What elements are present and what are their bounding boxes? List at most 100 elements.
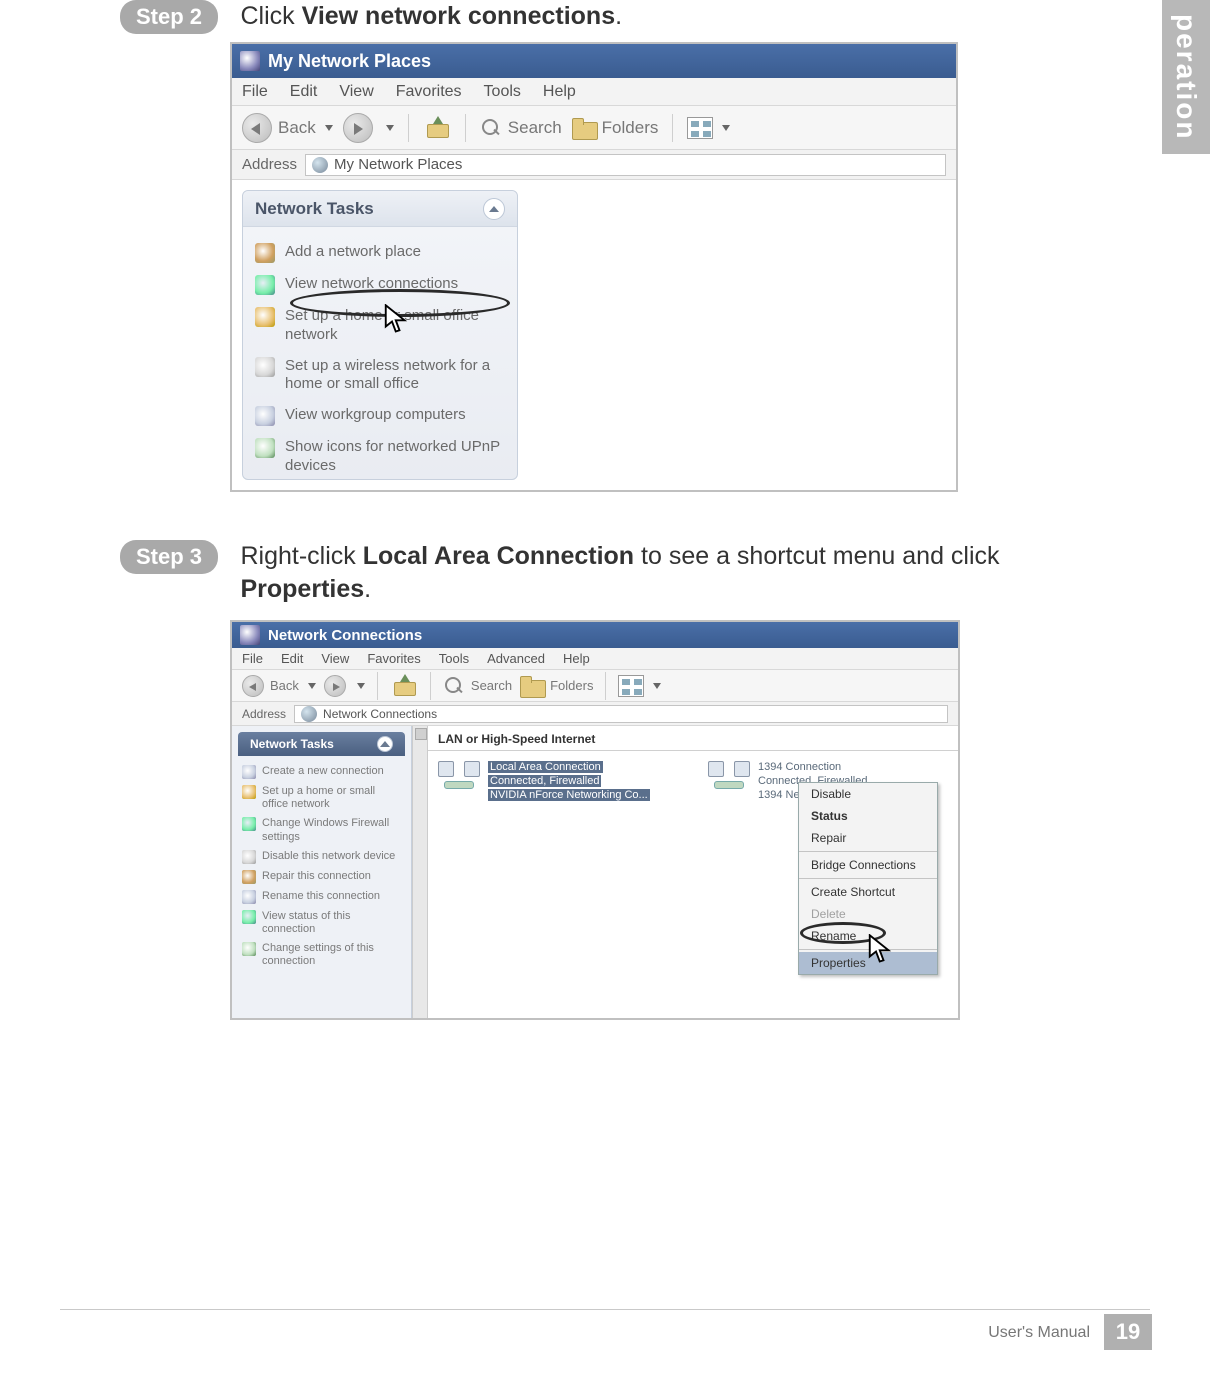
task-view-status[interactable]: View status of this connection bbox=[242, 907, 401, 939]
task-add-network-place[interactable]: Add a network place bbox=[255, 237, 505, 269]
connection-name: 1394 Connection bbox=[758, 761, 841, 773]
back-arrow-icon bbox=[242, 113, 272, 143]
task-change-settings[interactable]: Change settings of this connection bbox=[242, 939, 401, 971]
separator bbox=[377, 672, 378, 700]
views-icon bbox=[618, 675, 644, 697]
task-label: View status of this connection bbox=[262, 910, 401, 936]
chevron-down-icon bbox=[308, 683, 316, 689]
scrollbar[interactable] bbox=[412, 726, 428, 1018]
forward-chevron-icon bbox=[386, 125, 394, 131]
titlebar[interactable]: Network Connections bbox=[232, 622, 958, 648]
task-change-firewall[interactable]: Change Windows Firewall settings bbox=[242, 814, 401, 846]
folder-icon bbox=[520, 676, 544, 696]
home-network-icon bbox=[255, 307, 275, 327]
forward-chevron-icon bbox=[357, 683, 365, 689]
connection-text: Local Area Connection Connected, Firewal… bbox=[488, 761, 650, 802]
search-label: Search bbox=[508, 118, 562, 138]
address-field[interactable]: Network Connections bbox=[294, 705, 948, 723]
address-label: Address bbox=[242, 156, 297, 173]
up-folder-icon[interactable] bbox=[423, 114, 451, 142]
step2-row: Step 2 Click View network connections. bbox=[120, 0, 622, 34]
task-disable-device[interactable]: Disable this network device bbox=[242, 847, 401, 867]
task-label: Rename this connection bbox=[262, 890, 380, 904]
task-view-workgroup[interactable]: View workgroup computers bbox=[255, 400, 505, 432]
menu-edit[interactable]: Edit bbox=[290, 83, 318, 101]
folder-icon bbox=[572, 118, 596, 138]
step2-text: Click View network connections. bbox=[240, 0, 622, 33]
collapse-chevron-icon[interactable] bbox=[377, 736, 393, 752]
back-label: Back bbox=[270, 678, 299, 693]
step2-text-pre: Click bbox=[240, 2, 301, 30]
forward-button[interactable] bbox=[343, 113, 373, 143]
back-button[interactable]: Back bbox=[242, 675, 316, 697]
task-label: Add a network place bbox=[285, 243, 421, 263]
step3-mid: to see a shortcut menu and click bbox=[634, 542, 999, 570]
menu-help[interactable]: Help bbox=[543, 83, 576, 101]
address-value: Network Connections bbox=[323, 707, 437, 721]
menu-view[interactable]: View bbox=[339, 83, 373, 101]
separator bbox=[408, 114, 409, 142]
menubar: File Edit View Favorites Tools Advanced … bbox=[232, 648, 958, 670]
views-button[interactable] bbox=[618, 675, 661, 697]
chevron-down-icon bbox=[722, 125, 730, 131]
menu-file[interactable]: File bbox=[242, 83, 268, 101]
wireless-icon bbox=[255, 357, 275, 377]
network-icon bbox=[255, 275, 275, 295]
tasks-header[interactable]: Network Tasks bbox=[238, 732, 405, 756]
connection-device: NVIDIA nForce Networking Co... bbox=[488, 789, 650, 801]
up-folder-icon[interactable] bbox=[390, 672, 418, 700]
tasks-header-label: Network Tasks bbox=[255, 199, 374, 219]
menu-tools[interactable]: Tools bbox=[439, 651, 469, 666]
lan-connection-icon bbox=[438, 761, 480, 799]
ctx-status[interactable]: Status bbox=[799, 805, 937, 827]
ctx-repair[interactable]: Repair bbox=[799, 827, 937, 849]
task-create-connection[interactable]: Create a new connection bbox=[242, 762, 401, 782]
menu-view[interactable]: View bbox=[321, 651, 349, 666]
menu-advanced[interactable]: Advanced bbox=[487, 651, 545, 666]
menu-favorites[interactable]: Favorites bbox=[367, 651, 420, 666]
step2-text-post: . bbox=[615, 2, 622, 30]
ctx-delete: Delete bbox=[799, 903, 937, 925]
folders-button[interactable]: Folders bbox=[520, 676, 593, 696]
back-button[interactable]: Back bbox=[242, 113, 333, 143]
menu-help[interactable]: Help bbox=[563, 651, 590, 666]
step3-text: Right-click Local Area Connection to see… bbox=[240, 540, 1000, 605]
views-button[interactable] bbox=[687, 117, 730, 139]
toolbar: Back Search Folders bbox=[232, 670, 958, 702]
folders-button[interactable]: Folders bbox=[572, 118, 659, 138]
step2-text-bold: View network connections bbox=[302, 2, 616, 30]
connection-status: Connected, Firewalled bbox=[488, 775, 601, 787]
ctx-disable[interactable]: Disable bbox=[799, 783, 937, 805]
search-label: Search bbox=[471, 678, 512, 693]
task-label: Change Windows Firewall settings bbox=[262, 817, 401, 843]
folders-label: Folders bbox=[602, 118, 659, 138]
addressbar: Address Network Connections bbox=[232, 702, 958, 726]
titlebar[interactable]: My Network Places bbox=[232, 44, 956, 78]
menu-file[interactable]: File bbox=[242, 651, 263, 666]
task-setup-wireless[interactable]: Set up a wireless network for a home or … bbox=[255, 351, 505, 401]
footer-rule bbox=[60, 1309, 1150, 1310]
task-setup-home-network[interactable]: Set up a home or small office network bbox=[242, 782, 401, 814]
side-tab: peration bbox=[1162, 0, 1210, 154]
ctx-create-shortcut[interactable]: Create Shortcut bbox=[799, 881, 937, 903]
lan-connection-icon bbox=[708, 761, 750, 799]
ctx-bridge[interactable]: Bridge Connections bbox=[799, 854, 937, 876]
task-repair-connection[interactable]: Repair this connection bbox=[242, 867, 401, 887]
addressbar: Address My Network Places bbox=[232, 150, 956, 180]
connection-local-area[interactable]: Local Area Connection Connected, Firewal… bbox=[438, 761, 678, 802]
menu-edit[interactable]: Edit bbox=[281, 651, 303, 666]
search-button[interactable]: Search bbox=[480, 117, 562, 139]
task-rename-connection[interactable]: Rename this connection bbox=[242, 887, 401, 907]
menu-tools[interactable]: Tools bbox=[484, 83, 521, 101]
tasks-header-label: Network Tasks bbox=[250, 737, 334, 751]
step3-bold1: Local Area Connection bbox=[363, 542, 634, 570]
tasks-header[interactable]: Network Tasks bbox=[243, 191, 517, 227]
menu-favorites[interactable]: Favorites bbox=[396, 83, 462, 101]
collapse-chevron-icon[interactable] bbox=[483, 198, 505, 220]
forward-button[interactable] bbox=[324, 675, 346, 697]
address-field[interactable]: My Network Places bbox=[305, 154, 946, 176]
search-button[interactable]: Search bbox=[443, 675, 512, 697]
back-label: Back bbox=[278, 118, 316, 138]
task-label: Create a new connection bbox=[262, 765, 384, 779]
task-upnp-icons[interactable]: Show icons for networked UPnP devices bbox=[255, 432, 505, 482]
